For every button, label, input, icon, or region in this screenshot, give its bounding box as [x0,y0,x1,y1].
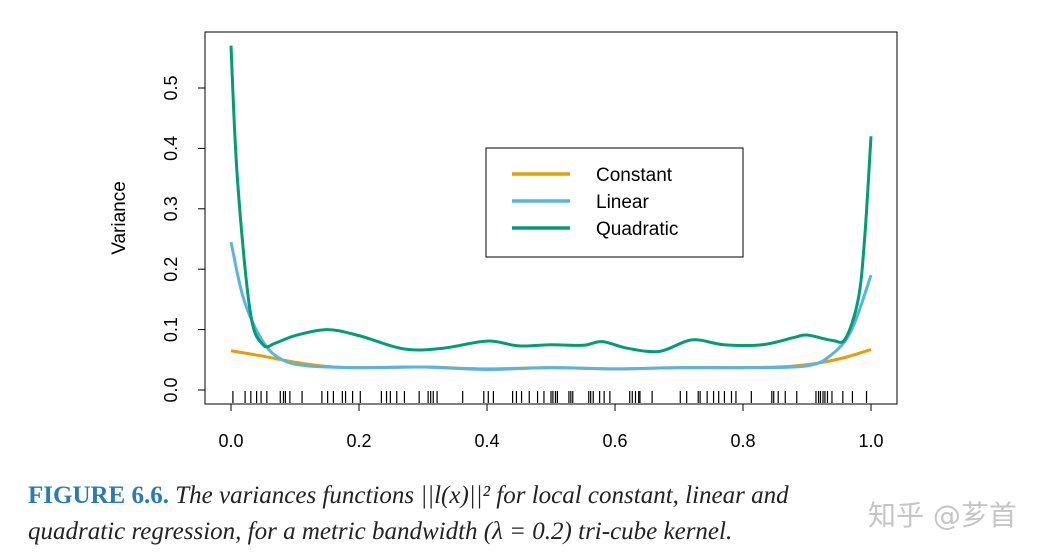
figure-label: FIGURE 6.6. [28,482,169,509]
figure-caption-line-2: quadratic regression, for a metric bandw… [28,518,732,546]
y-tick-label: 0.5 [161,75,181,100]
y-tick-label: 0.2 [161,257,181,282]
x-axis: 0.0 0.2 0.4 0.6 0.8 1.0 [218,404,884,451]
watermark: 知乎 @芗首 [868,499,1017,532]
legend-label-constant: Constant [596,165,673,186]
series-lines [229,45,873,371]
x-tick-label: 1.0 [858,431,883,451]
y-axis-label: Variance [109,181,130,255]
x-tick-label: 0.2 [346,431,371,451]
series-line-linear [229,241,873,371]
y-tick-label: 0.1 [161,317,181,342]
figure-caption-line-1: FIGURE 6.6. The variances functions ||l(… [28,482,789,510]
legend-box [485,147,744,258]
x-tick-label: 0.6 [602,431,627,451]
plot-frame [204,31,898,405]
x-tick-label: 0.8 [730,431,755,451]
rug-marks [232,391,868,403]
caption-text-2: quadratic regression, for a metric bandw… [28,518,733,545]
y-tick-label: 0.4 [161,136,181,161]
x-tick-label: 0.0 [218,431,243,451]
x-tick-label: 0.4 [474,431,499,451]
y-tick-label: 0.0 [161,377,181,402]
legend: Constant Linear Quadratic [485,147,744,258]
variance-chart: 0.0 0.1 0.2 0.3 0.4 0.5 0.0 0.2 0.4 0.6 0.8 1.0 Va… [109,31,898,451]
y-axis: 0.0 0.1 0.2 0.3 0.4 0.5 [161,75,205,403]
legend-label-quadratic: Quadratic [596,219,678,240]
y-tick-label: 0.3 [161,196,181,221]
series-line-quadratic [229,45,873,354]
caption-text-1: The variances functions ||l(x)||² for lo… [175,482,789,509]
legend-label-linear: Linear [596,192,649,213]
